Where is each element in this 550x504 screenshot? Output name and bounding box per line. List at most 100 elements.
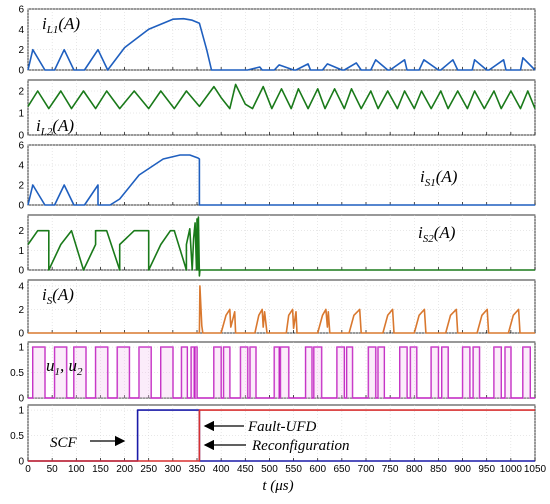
x-tick-label: 400 bbox=[213, 464, 230, 475]
panel-frame bbox=[27, 214, 536, 271]
pulse-fill bbox=[195, 347, 197, 398]
y-tick-label: 0 bbox=[18, 66, 24, 77]
pulse-fill bbox=[191, 347, 195, 398]
y-tick-label: 4 bbox=[18, 161, 24, 172]
panel-frame bbox=[27, 279, 536, 334]
y-tick-label: 0.5 bbox=[10, 368, 24, 379]
x-tick-label: 450 bbox=[237, 464, 254, 475]
pulse-fill bbox=[378, 347, 385, 398]
x-tick-label: 350 bbox=[189, 464, 206, 475]
pulse-series bbox=[28, 346, 535, 399]
panel-frame bbox=[27, 144, 536, 206]
x-tick-label: 750 bbox=[382, 464, 399, 475]
x-tick-label: 900 bbox=[454, 464, 471, 475]
pulse-fill bbox=[139, 347, 152, 398]
annotation-reconfiguration: Reconfiguration bbox=[251, 438, 350, 454]
x-tick-label: 500 bbox=[261, 464, 278, 475]
y-tick-label: 0.5 bbox=[10, 431, 24, 442]
series-line bbox=[27, 216, 535, 277]
x-tick-label: 50 bbox=[47, 464, 59, 475]
series-line bbox=[27, 154, 535, 206]
y-tick-label: 6 bbox=[18, 5, 24, 16]
y-tick-label: 4 bbox=[18, 281, 24, 292]
series-line bbox=[27, 83, 536, 110]
x-tick-label: 200 bbox=[116, 464, 133, 475]
pulse-fill bbox=[274, 347, 280, 398]
pulse-fill bbox=[493, 347, 502, 398]
y-tick-label: 0 bbox=[18, 457, 24, 468]
pulse-fill bbox=[250, 347, 256, 398]
label-il1: iL1(A) bbox=[42, 14, 80, 36]
y-tick-label: 6 bbox=[18, 141, 24, 152]
pulse-fill bbox=[346, 347, 353, 398]
y-tick-label: 0 bbox=[18, 266, 24, 277]
pulse-fill bbox=[160, 347, 173, 398]
y-tick-label: 2 bbox=[18, 87, 24, 98]
pulse-fill bbox=[280, 347, 289, 398]
x-tick-label: 300 bbox=[165, 464, 182, 475]
y-tick-label: 2 bbox=[18, 45, 24, 56]
y-tick-label: 1 bbox=[18, 246, 24, 257]
pulse-fill bbox=[337, 347, 345, 398]
pulse-fill bbox=[473, 347, 480, 398]
annotation-scf: SCF bbox=[50, 435, 78, 451]
y-tick-label: 0 bbox=[18, 201, 24, 212]
label-is1: iS1(A) bbox=[420, 167, 458, 189]
pulse-fill bbox=[441, 347, 449, 398]
pulse-fill bbox=[522, 347, 531, 398]
pulse-fill bbox=[462, 347, 470, 398]
label-is: iS(A) bbox=[42, 285, 74, 307]
x-tick-label: 550 bbox=[285, 464, 302, 475]
x-tick-label: 1000 bbox=[500, 464, 523, 475]
x-tick-label: 150 bbox=[92, 464, 109, 475]
pulse-fill bbox=[240, 347, 248, 398]
y-tick-label: 1 bbox=[18, 343, 24, 354]
x-tick-label: 600 bbox=[309, 464, 326, 475]
pulse-fill bbox=[505, 347, 511, 398]
panel-frame bbox=[27, 404, 536, 462]
y-tick-label: 2 bbox=[18, 226, 24, 237]
pulse-fill bbox=[223, 347, 230, 398]
x-tick-label: 700 bbox=[358, 464, 375, 475]
x-axis-layer: 0 50 100 150 200 250 300 350 400 450 500 550 600 650 7… bbox=[25, 464, 546, 475]
panel-frame bbox=[27, 8, 536, 71]
label-u1u2: u1, u2 bbox=[46, 356, 83, 378]
y-tick-label: 2 bbox=[18, 305, 24, 316]
x-tick-label: 950 bbox=[478, 464, 495, 475]
pulse-fill bbox=[95, 347, 108, 398]
pulse-fill bbox=[73, 347, 86, 398]
x-tick-label: 100 bbox=[68, 464, 85, 475]
pulse-fill bbox=[117, 347, 130, 398]
series-line bbox=[28, 285, 535, 334]
y-tick-label: 2 bbox=[18, 181, 24, 192]
y-tick-label: 0 bbox=[18, 131, 24, 142]
panel-frame bbox=[27, 341, 536, 399]
pulse-fill bbox=[213, 347, 222, 398]
x-tick-label: 650 bbox=[334, 464, 351, 475]
x-tick-label: 250 bbox=[140, 464, 157, 475]
pulse-fill bbox=[431, 347, 439, 398]
pulse-fill bbox=[32, 347, 45, 398]
pulse-fill bbox=[399, 347, 408, 398]
y-tick-label: 0 bbox=[18, 329, 24, 340]
x-tick-label: 1050 bbox=[524, 464, 547, 475]
pulse-fill bbox=[54, 347, 67, 398]
annotation-fault-ufd: Fault-UFD bbox=[247, 419, 316, 435]
series-line bbox=[28, 409, 535, 462]
y-tick-label: 0 bbox=[18, 394, 24, 405]
label-is2: iS2(A) bbox=[418, 223, 456, 245]
series-line bbox=[27, 17, 536, 71]
x-axis-label: t (μs) bbox=[262, 478, 293, 494]
y-tick-label: 1 bbox=[18, 109, 24, 120]
pulse-fill bbox=[305, 347, 312, 398]
y-tick-label: 1 bbox=[18, 406, 24, 417]
pulse-fill bbox=[181, 347, 188, 398]
pulse-fill bbox=[410, 347, 417, 398]
pulse-fill bbox=[313, 347, 322, 398]
label-il2: iL2(A) bbox=[36, 116, 74, 138]
x-tick-label: 850 bbox=[430, 464, 447, 475]
x-tick-label: 800 bbox=[406, 464, 423, 475]
